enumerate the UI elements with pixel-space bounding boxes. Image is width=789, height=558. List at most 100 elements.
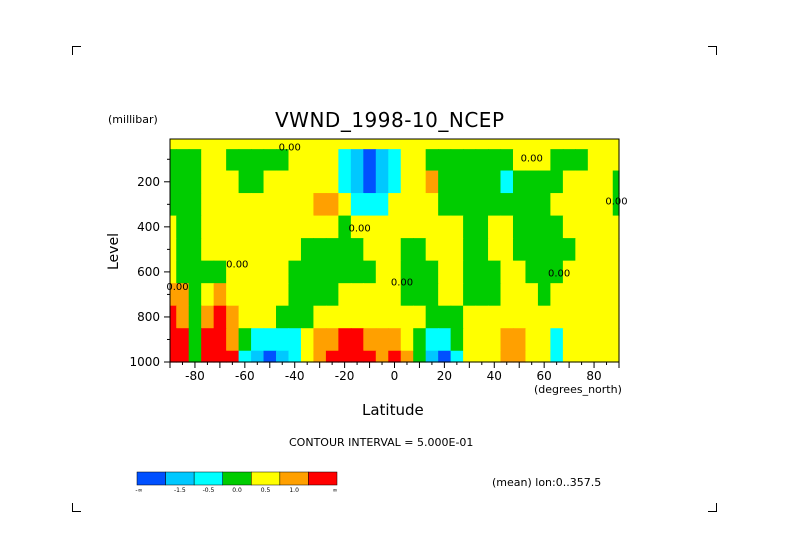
- y-axis-ticks: 200 400 600 800 1000: [129, 158, 170, 369]
- field-cell: [525, 305, 539, 329]
- field-cell: [600, 215, 614, 239]
- field-cell: [251, 350, 265, 363]
- field-cell: [350, 328, 364, 352]
- field-cell: [575, 305, 589, 329]
- x-tick-label: -60: [235, 369, 255, 383]
- field-cell: [475, 328, 489, 352]
- field-cell: [350, 149, 364, 172]
- field-cell: [263, 283, 277, 307]
- field-cell: [325, 328, 339, 352]
- field-cell: [537, 170, 551, 194]
- field-cell: [388, 215, 402, 239]
- field-cell: [188, 350, 202, 363]
- field-cell: [562, 305, 576, 329]
- x-tick-label: -20: [335, 369, 355, 383]
- field-cell: [400, 215, 414, 239]
- field-cell: [463, 283, 477, 307]
- field-cell: [263, 238, 277, 262]
- colorbar-swatch: [251, 471, 281, 486]
- field-cell: [213, 170, 227, 194]
- field-cell: [288, 350, 302, 363]
- field-cell: [450, 139, 464, 150]
- field-cell: [438, 328, 452, 352]
- field-cell: [587, 215, 601, 239]
- field-cell: [201, 139, 215, 150]
- field-cell: [375, 260, 389, 284]
- x-tick-label: 0: [391, 369, 399, 383]
- field-cell: [238, 283, 252, 307]
- field-cell: [612, 328, 620, 352]
- field-cell: [488, 149, 502, 172]
- field-cell: [425, 260, 439, 284]
- field-cell: [176, 149, 190, 172]
- x-tick-label: 20: [437, 369, 452, 383]
- field-cell: [300, 149, 315, 172]
- field-cell: [438, 193, 452, 217]
- field-cell: [413, 328, 427, 352]
- field-cell: [587, 305, 601, 329]
- field-cell: [500, 149, 514, 172]
- field-cell: [612, 260, 620, 284]
- field-cell: [188, 139, 202, 150]
- crop-mark-top-left: [72, 46, 81, 55]
- field-cell: [475, 260, 489, 284]
- field-cell: [425, 170, 439, 194]
- field-cell: [251, 260, 265, 284]
- field-cell: [263, 260, 277, 284]
- field-cell: [463, 350, 477, 363]
- field-cell: [475, 139, 489, 150]
- contour-label: 0.00: [166, 282, 188, 293]
- field-cell: [375, 215, 389, 239]
- field-cell: [463, 149, 477, 172]
- field-cell: [425, 328, 439, 352]
- field-cell: [512, 350, 527, 363]
- field-cell: [201, 149, 215, 172]
- field-cell: [251, 193, 265, 217]
- field-cell: [500, 215, 514, 239]
- field-cell: [325, 238, 339, 262]
- field-cell: [238, 350, 252, 363]
- field-cell: [537, 149, 551, 172]
- field-cell: [500, 170, 514, 194]
- field-cell: [425, 139, 439, 150]
- field-cell: [512, 283, 527, 307]
- field-cell: [300, 305, 315, 329]
- field-cell: [338, 328, 352, 352]
- field-cell: [450, 305, 464, 329]
- field-cell: [170, 149, 177, 172]
- field-cell: [525, 238, 539, 262]
- field-cell: [263, 305, 277, 329]
- field-cell: [512, 193, 527, 217]
- contour-label: 0.00: [548, 268, 570, 279]
- field-cell: [512, 305, 527, 329]
- field-cell: [338, 238, 352, 262]
- field-cell: [188, 305, 202, 329]
- field-cell: [288, 139, 302, 150]
- field-cell: [276, 238, 290, 262]
- field-cell: [288, 238, 302, 262]
- field-cell: [350, 139, 364, 150]
- field-cell: [575, 238, 589, 262]
- field-cell: [375, 193, 389, 217]
- field-cell: [600, 149, 614, 172]
- field-cell: [475, 149, 489, 172]
- field-cell: [176, 283, 190, 307]
- field-cell: [170, 328, 177, 352]
- field-cell: [213, 215, 227, 239]
- field-cell: [325, 149, 339, 172]
- field-cell: [425, 305, 439, 329]
- field-cell: [375, 305, 389, 329]
- field-cell: [438, 305, 452, 329]
- field-cell: [188, 149, 202, 172]
- field-cell: [288, 283, 302, 307]
- field-cell: [276, 305, 290, 329]
- field-cell: [587, 328, 601, 352]
- field-cell: [201, 283, 215, 307]
- field-cell: [238, 139, 252, 150]
- field-cell: [388, 283, 402, 307]
- field-cell: [188, 260, 202, 284]
- field-cell: [300, 170, 315, 194]
- field-cell: [438, 350, 452, 363]
- field-cell: [188, 215, 202, 239]
